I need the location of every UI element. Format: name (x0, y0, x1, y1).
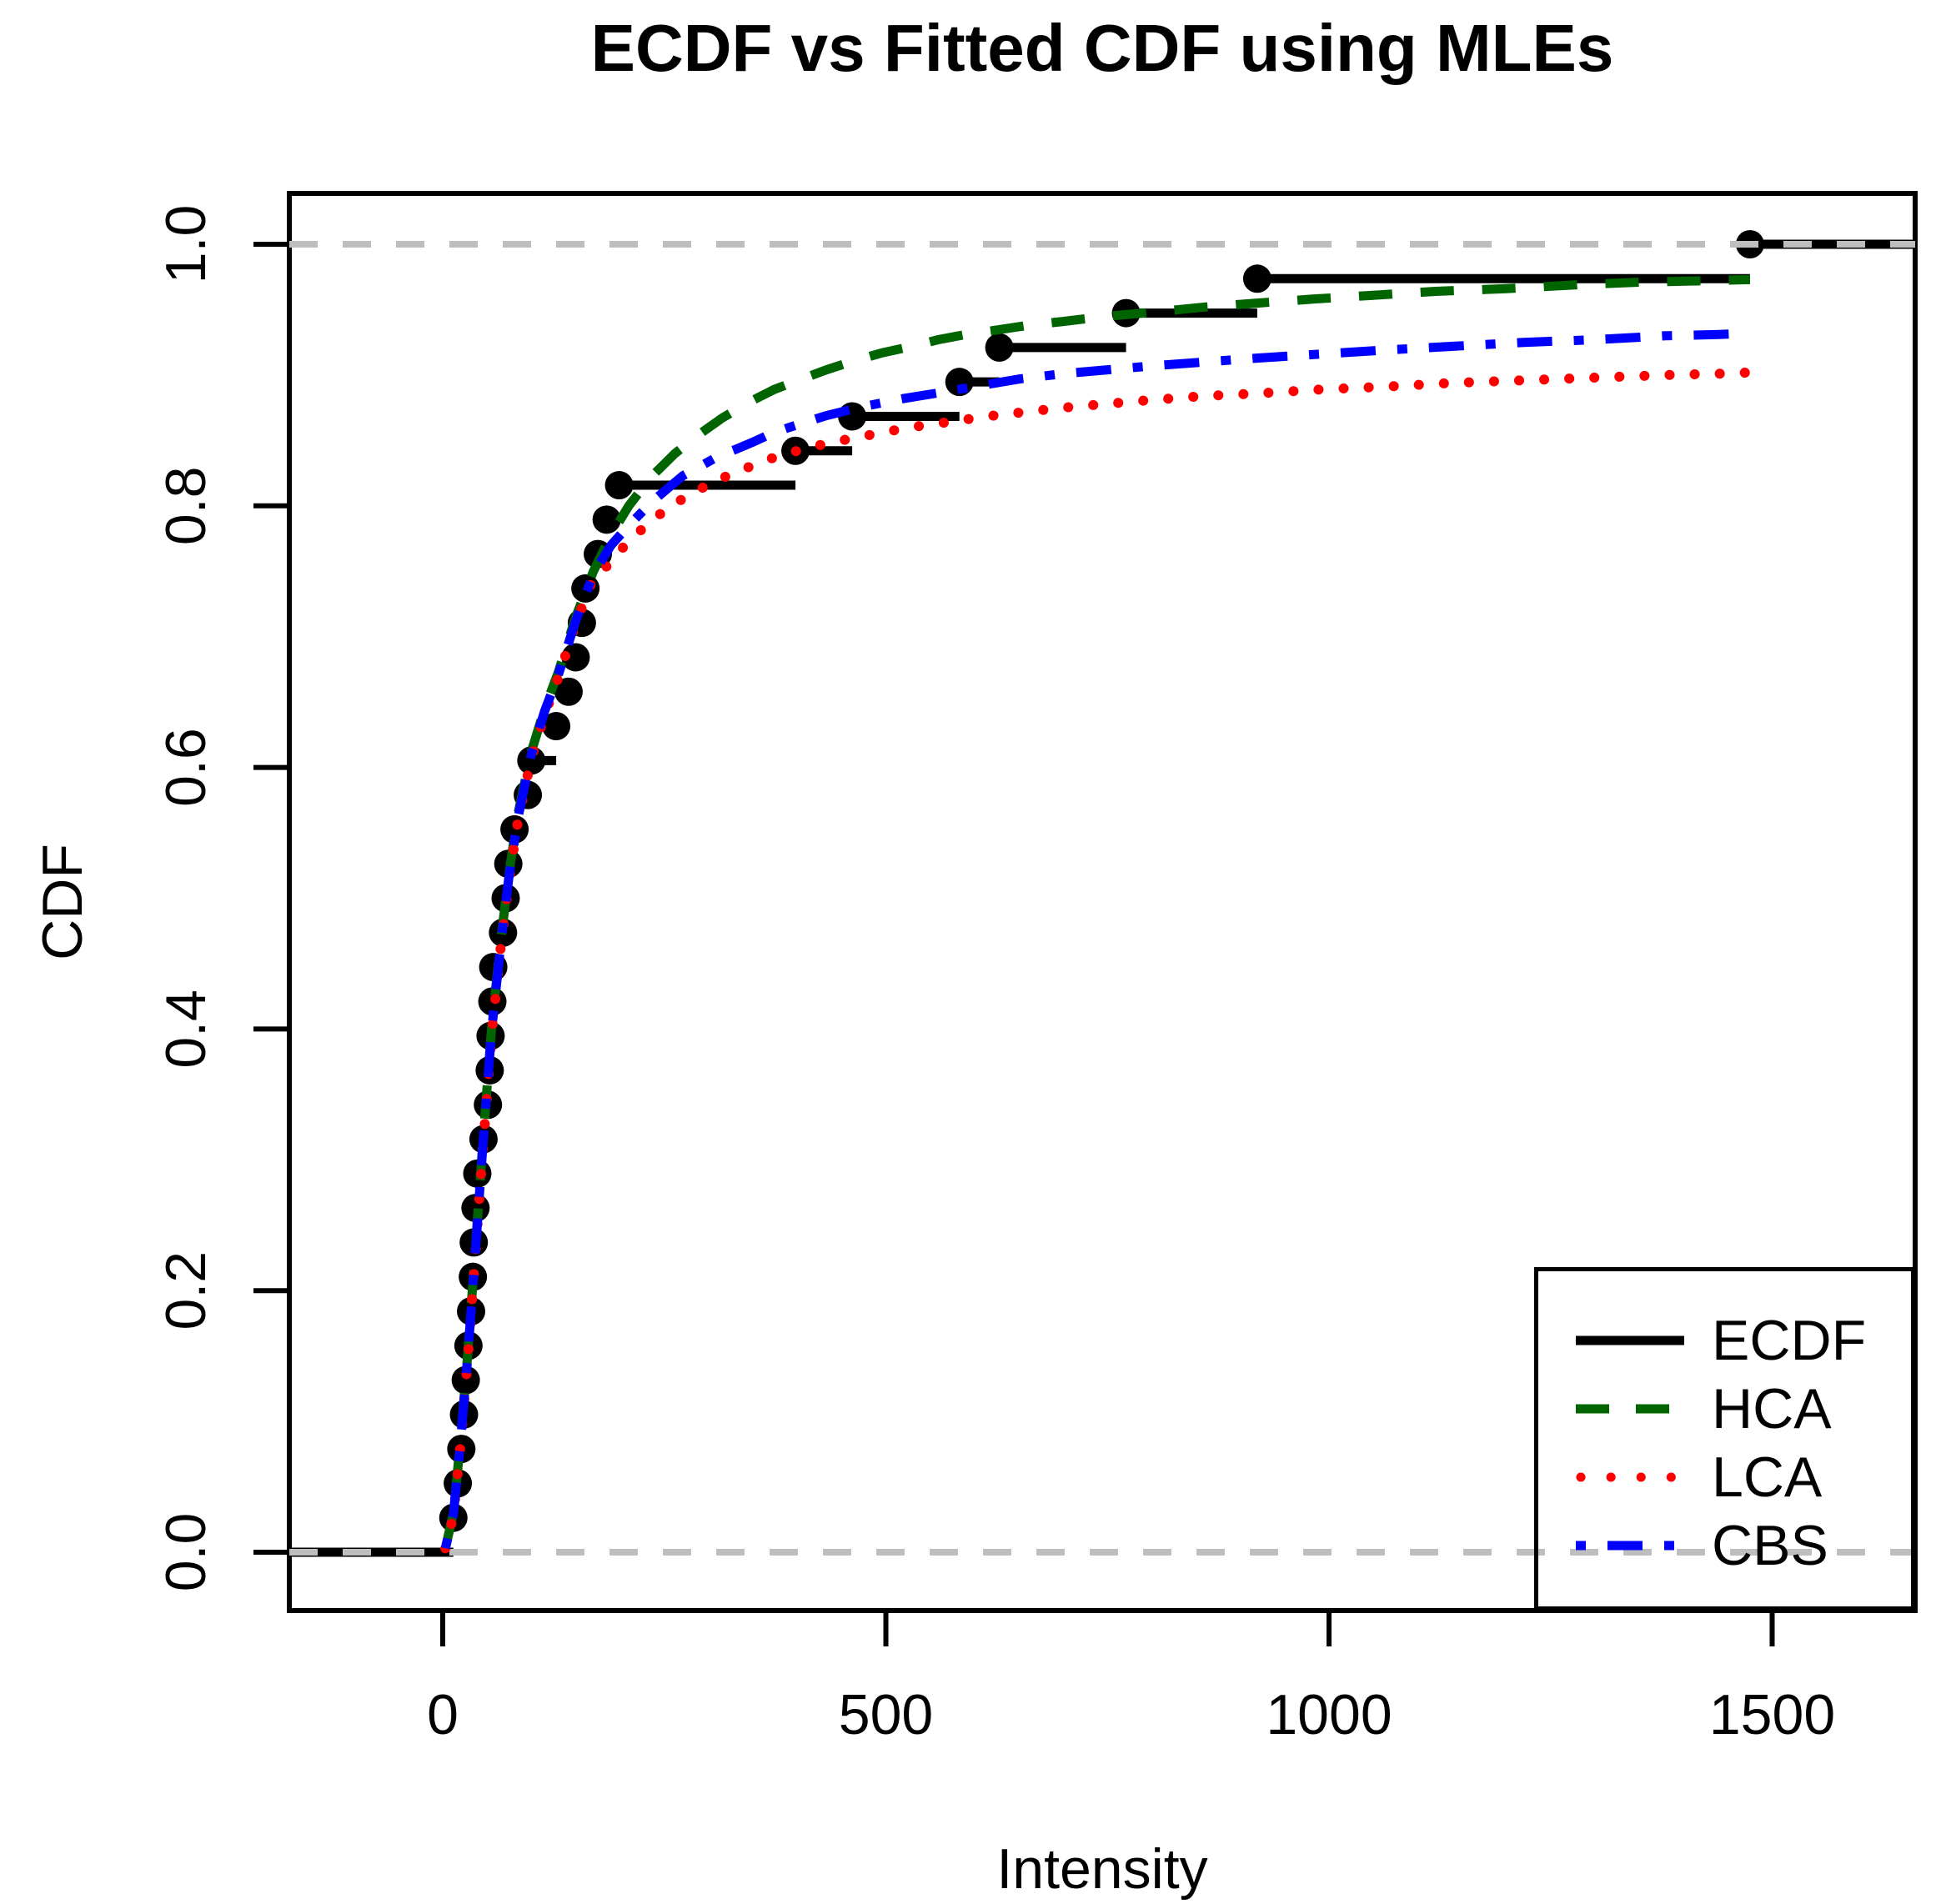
ecdf-point (561, 643, 590, 672)
y-tick-label: 0.2 (154, 1251, 218, 1330)
y-axis-label: CDF (31, 844, 94, 960)
ecdf-point (517, 746, 546, 775)
y-tick-label: 0.6 (154, 728, 218, 807)
y-tick-label: 0.4 (154, 990, 218, 1069)
legend-sample-ecdf (1576, 1335, 1684, 1345)
chart-title: ECDF vs Fitted CDF using MLEs (590, 11, 1614, 85)
legend-item-hca: HCA (1572, 1375, 1911, 1443)
x-tick-label: 0 (427, 1683, 459, 1746)
plot-box (287, 191, 1918, 1613)
legend: ECDF HCA LCA CBS (1534, 1267, 1915, 1611)
ecdf-point (554, 677, 583, 706)
legend-item-ecdf: ECDF (1572, 1306, 1911, 1375)
y-tick-label: 1.0 (154, 205, 218, 284)
x-axis-label: Intensity (996, 1837, 1208, 1901)
curve-cbs (440, 328, 1751, 1550)
x-tick-label: 500 (839, 1683, 933, 1746)
legend-label-ecdf: ECDF (1712, 1309, 1867, 1372)
legend-sample-cbs (1576, 1541, 1684, 1551)
ecdf-point (451, 1365, 480, 1395)
ecdf-point (985, 333, 1014, 362)
y-tick-label: 0.8 (154, 467, 218, 546)
legend-sample-lca (1572, 1472, 1688, 1482)
legend-sample-hca (1576, 1404, 1684, 1414)
ecdf-point (604, 471, 634, 500)
x-tick-label: 1500 (1709, 1683, 1835, 1746)
legend-label-cbs: CBS (1712, 1514, 1828, 1577)
ecdf-point (592, 505, 621, 534)
y-tick-label: 0.0 (154, 1513, 218, 1592)
x-tick-label: 1000 (1266, 1683, 1392, 1746)
legend-label-hca: HCA (1712, 1377, 1832, 1441)
ecdf-point (542, 712, 571, 741)
ecdf-point (1242, 264, 1271, 293)
legend-label-lca: LCA (1712, 1446, 1823, 1509)
legend-item-lca: LCA (1572, 1443, 1911, 1511)
legend-item-cbs: CBS (1572, 1511, 1911, 1580)
